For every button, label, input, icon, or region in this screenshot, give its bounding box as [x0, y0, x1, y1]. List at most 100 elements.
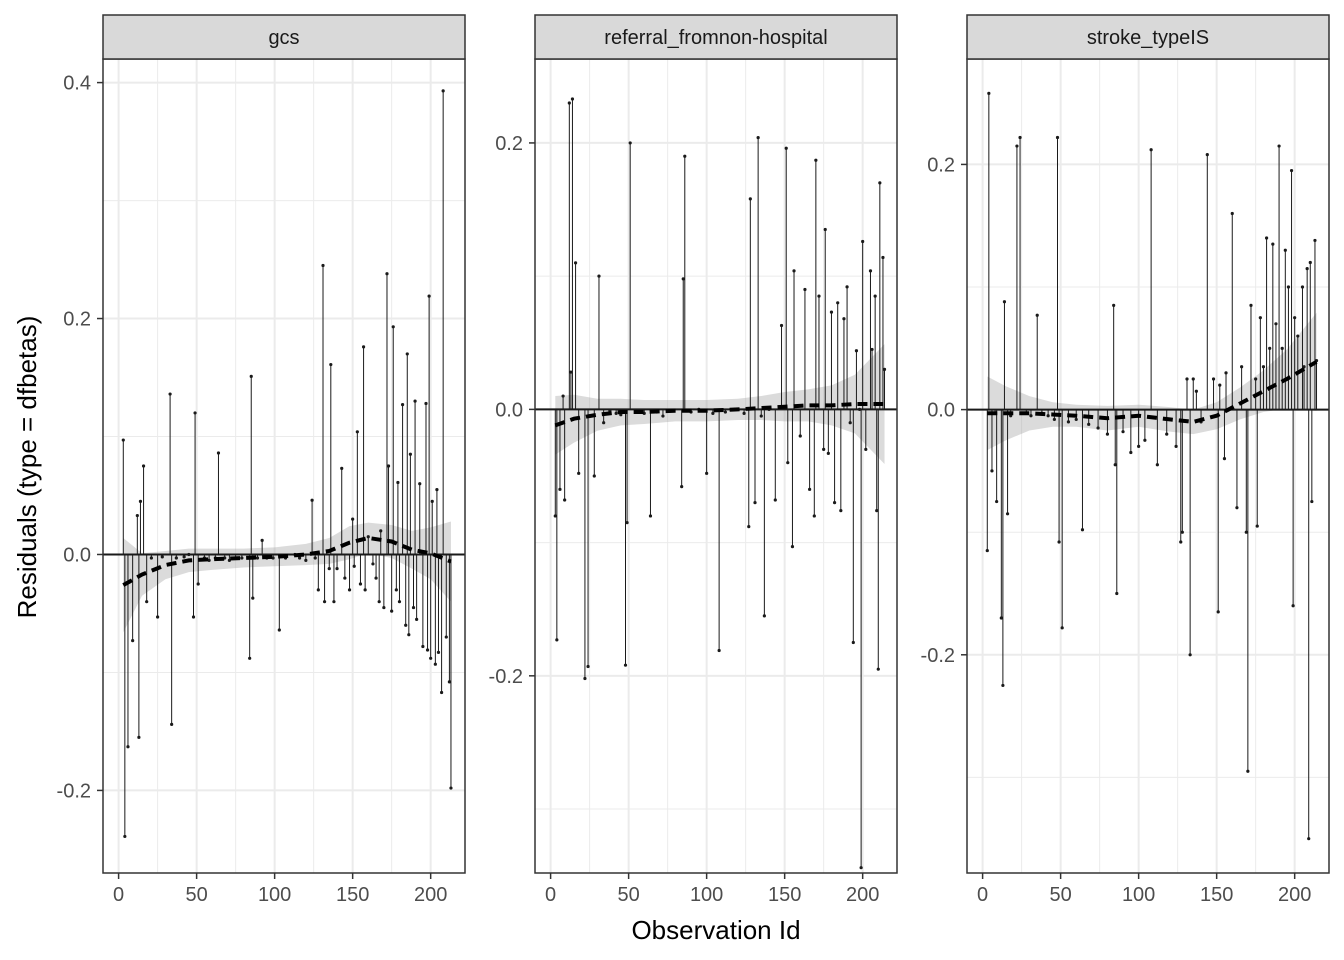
residual-point: [1305, 267, 1309, 271]
residual-point: [1218, 383, 1222, 387]
residual-point: [878, 181, 882, 185]
residual-point: [995, 499, 999, 504]
residual-point: [418, 482, 422, 486]
smooth-trend-line: [987, 360, 1318, 424]
residual-point: [1240, 365, 1244, 369]
panel-background: [535, 59, 897, 873]
residual-point: [558, 487, 562, 491]
residual-point: [628, 141, 632, 145]
y-tick-label: 0.0: [495, 399, 523, 421]
x-tick-label: 0: [977, 884, 988, 906]
residual-point: [352, 564, 356, 568]
residual-point: [848, 421, 852, 425]
residual-point: [255, 556, 260, 560]
residual-point: [803, 287, 807, 292]
y-tick-label: -0.2: [489, 666, 523, 688]
residual-point: [561, 394, 565, 398]
residual-point: [680, 485, 684, 489]
residual-point: [1264, 236, 1269, 240]
residual-point: [1308, 260, 1312, 265]
residual-point: [425, 648, 430, 652]
residual-point: [260, 538, 264, 542]
residual-point: [1005, 512, 1010, 516]
residual-point: [351, 517, 355, 521]
residual-point: [1296, 334, 1300, 338]
residual-point: [145, 600, 149, 604]
residual-point: [196, 582, 200, 586]
y-tick-label: -0.2: [57, 780, 91, 802]
residual-point: [836, 301, 840, 305]
y-tick-label: 0.2: [927, 154, 955, 176]
residual-point: [573, 261, 578, 265]
residual-point: [990, 469, 994, 473]
residual-point: [881, 255, 885, 260]
residual-point: [832, 501, 837, 505]
residual-point: [1057, 540, 1061, 544]
residual-point: [823, 227, 827, 232]
residual-point: [449, 786, 453, 790]
residual-point: [405, 352, 409, 356]
strip-background: [102, 14, 466, 60]
residual-point: [779, 323, 784, 328]
residual-point: [216, 451, 221, 455]
x-axis-title: Observation Id: [631, 915, 800, 945]
residual-point: [569, 370, 573, 374]
residual-point: [1277, 144, 1281, 148]
x-tick-label: 150: [336, 884, 369, 906]
residual-point: [156, 615, 160, 619]
residual-point: [271, 556, 275, 560]
x-tick-label: 200: [1278, 884, 1311, 906]
residual-point: [1179, 540, 1183, 544]
residual-point: [817, 294, 821, 298]
residual-point: [814, 158, 818, 162]
residual-point: [1180, 530, 1184, 534]
residual-point: [123, 834, 127, 839]
residual-point: [379, 529, 383, 533]
residual-point: [661, 414, 665, 418]
residual-point: [1115, 591, 1119, 596]
residual-point: [987, 91, 991, 95]
x-tick-label: 0: [113, 884, 124, 906]
residual-point: [586, 664, 590, 669]
residual-point: [773, 498, 777, 502]
smooth-trend-line: [122, 535, 452, 587]
residual-point: [786, 461, 790, 465]
residual-point: [321, 263, 325, 268]
residual-point: [347, 588, 352, 592]
residual-point: [854, 349, 859, 353]
residual-point: [1235, 506, 1239, 510]
residual-point: [1293, 316, 1297, 320]
residual-point: [385, 272, 389, 276]
residual-point: [191, 615, 196, 619]
panel-2: referral_fromnon-hospital 0 50 100 150 200 -0.…: [489, 14, 898, 906]
residual-point: [753, 501, 757, 505]
residual-point: [1155, 463, 1159, 467]
residual-point: [277, 628, 281, 632]
residual-point: [1244, 530, 1248, 534]
x-tick-label: 150: [768, 884, 801, 906]
panel-background: [967, 59, 1329, 873]
residual-point: [822, 447, 826, 451]
residual-point: [1165, 432, 1169, 436]
residual-point: [332, 600, 336, 604]
residual-point: [1280, 346, 1284, 350]
residual-point: [361, 345, 366, 349]
residual-point: [857, 407, 862, 411]
residual-point: [563, 498, 567, 502]
residual-point: [681, 277, 685, 281]
residual-point: [861, 239, 865, 244]
residual-point: [131, 638, 135, 643]
residual-point: [1018, 135, 1022, 140]
residual-point: [408, 452, 412, 456]
residual-point: [1224, 371, 1228, 375]
residual-point: [808, 487, 812, 491]
residual-point: [397, 600, 402, 604]
residual-point: [391, 325, 395, 329]
residual-point: [1307, 837, 1311, 841]
y-tick-label: 0.0: [927, 400, 955, 422]
residual-point: [1080, 528, 1085, 532]
residual-point: [141, 464, 146, 468]
residual-point: [839, 509, 843, 513]
residual-point: [717, 648, 721, 653]
strip-background: [966, 14, 1330, 60]
